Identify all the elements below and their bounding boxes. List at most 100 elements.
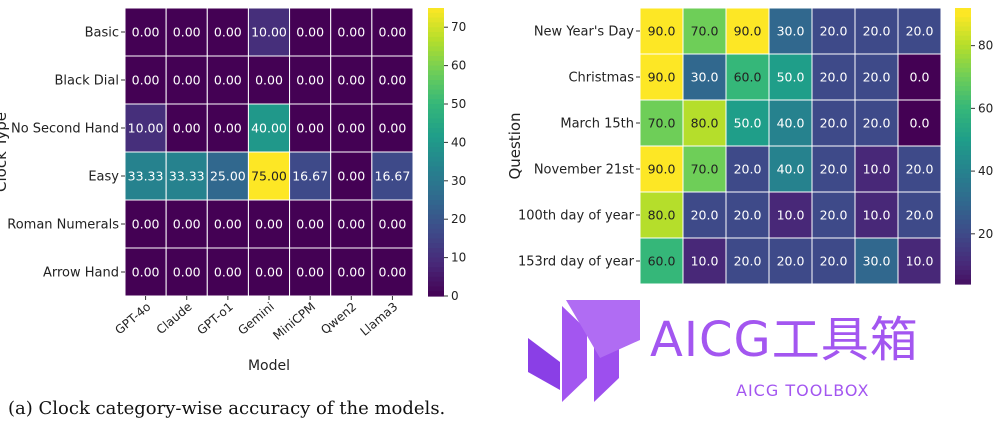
colorbar-segment xyxy=(428,132,444,139)
colorbar-segment xyxy=(428,214,444,220)
cell-value-label: 0.00 xyxy=(337,217,365,232)
colorbar-segment xyxy=(955,127,971,133)
cell-value-label: 20.0 xyxy=(863,24,891,39)
colorbar-segment xyxy=(955,247,971,253)
heatmap-cell xyxy=(124,199,167,249)
cell-value-label: 0.00 xyxy=(379,73,407,88)
colorbar-segment xyxy=(428,32,444,38)
heatmap-cell xyxy=(330,199,373,249)
cell-value-label: 0.00 xyxy=(296,73,324,88)
colorbar-segment xyxy=(428,12,444,19)
colorbar-segment xyxy=(955,113,971,119)
cell-value-label: 20.0 xyxy=(820,208,848,223)
figure-caption: (a) Clock category-wise accuracy of the … xyxy=(8,398,446,419)
cell-value-label: 0.00 xyxy=(173,217,201,232)
heatmap-cell xyxy=(811,191,856,239)
cell-value-label: 0.00 xyxy=(255,265,283,280)
colorbar-tick-label: 0 xyxy=(451,289,459,303)
colorbar-segment xyxy=(428,22,444,28)
colorbar-segment xyxy=(955,219,971,225)
colorbar-segment xyxy=(428,219,444,225)
colorbar-segment xyxy=(428,104,444,110)
cell-value-label: 10.0 xyxy=(691,254,719,269)
colorbar-segment xyxy=(955,196,971,202)
cell-value-label: 0.00 xyxy=(296,217,324,232)
colorbar-segment xyxy=(955,95,971,101)
colorbar-segment xyxy=(955,136,971,142)
cell-value-label: 0.00 xyxy=(132,265,160,280)
colorbar-segment xyxy=(428,60,444,67)
cell-value-label: 20.0 xyxy=(820,162,848,177)
colorbar-tick-label: 20 xyxy=(451,212,466,226)
heatmap-cell xyxy=(897,53,942,101)
colorbar-segment xyxy=(955,104,971,110)
heatmap-cell xyxy=(811,145,856,193)
colorbar-segment xyxy=(428,204,444,211)
colorbar-segment xyxy=(428,190,444,196)
heatmap-cell xyxy=(854,145,899,193)
cell-value-label: 80.0 xyxy=(691,116,719,131)
colorbar-segment xyxy=(955,146,971,152)
colorbar-segment xyxy=(428,8,444,14)
heatmap-cell xyxy=(371,7,414,57)
cell-value-label: 0.00 xyxy=(173,73,201,88)
colorbar-segment xyxy=(955,150,971,156)
colorbar-segment xyxy=(428,51,444,57)
colorbar-tick-label: 40 xyxy=(451,135,466,149)
cell-value-label: 0.00 xyxy=(337,25,365,40)
colorbar-segment xyxy=(428,80,444,86)
y-axis-label: Clock Type xyxy=(0,112,10,192)
colorbar-segment xyxy=(955,164,971,170)
heatmap-cell xyxy=(854,53,899,101)
colorbar-segment xyxy=(955,72,971,78)
cell-value-label: 90.0 xyxy=(648,24,676,39)
colorbar-segment xyxy=(428,238,444,244)
heatmap-cell xyxy=(165,151,208,201)
y-tick-label: Arrow Hand xyxy=(43,266,119,281)
colorbar-segment xyxy=(955,90,971,96)
cell-value-label: 50.0 xyxy=(734,116,762,131)
heatmap-cell xyxy=(725,237,770,285)
heatmap-cell xyxy=(206,247,249,297)
colorbar-segment xyxy=(955,100,971,106)
colorbar-segment xyxy=(428,228,444,235)
cell-value-label: 0.00 xyxy=(214,121,242,136)
heatmap-cell xyxy=(371,55,414,105)
cell-value-label: 0.0 xyxy=(910,116,930,131)
heatmap-cell xyxy=(330,151,373,201)
heatmap-cell xyxy=(639,7,684,55)
colorbar-segment xyxy=(955,58,971,64)
colorbar-segment xyxy=(428,176,444,182)
colorbar-segment xyxy=(955,238,971,244)
cell-value-label: 0.00 xyxy=(379,25,407,40)
cell-value-label: 0.00 xyxy=(214,25,242,40)
cell-value-label: 90.0 xyxy=(734,24,762,39)
cell-value-label: 10.0 xyxy=(906,254,934,269)
x-tick-label: Claude xyxy=(154,300,195,338)
colorbar-tick-label: 60 xyxy=(978,101,993,115)
colorbar-segment xyxy=(955,265,971,271)
cell-value-label: 0.00 xyxy=(296,121,324,136)
colorbar-segment xyxy=(428,200,444,206)
colorbar-segment xyxy=(428,108,444,115)
colorbar-segment xyxy=(428,94,444,100)
aicg-logo-icon xyxy=(528,300,640,402)
x-tick-label: MiniCPM xyxy=(270,300,318,343)
heatmap-cell xyxy=(897,145,942,193)
colorbar-segment xyxy=(955,17,971,23)
cell-value-label: 20.0 xyxy=(820,254,848,269)
colorbar-segment xyxy=(428,291,444,297)
colorbar-segment xyxy=(428,89,444,95)
colorbar-segment xyxy=(955,233,971,239)
x-axis-label: Model xyxy=(248,358,290,374)
colorbar-segment xyxy=(428,262,444,268)
heatmap-cell xyxy=(725,191,770,239)
x-tick-label: Qwen2 xyxy=(318,300,359,338)
cell-value-label: 0.00 xyxy=(337,169,365,184)
cell-value-label: 33.33 xyxy=(169,169,205,184)
cell-value-label: 0.00 xyxy=(296,265,324,280)
cell-value-label: 10.00 xyxy=(251,25,287,40)
cell-value-label: 0.00 xyxy=(337,265,365,280)
colorbar-segment xyxy=(955,35,971,41)
colorbar-segment xyxy=(955,67,971,73)
